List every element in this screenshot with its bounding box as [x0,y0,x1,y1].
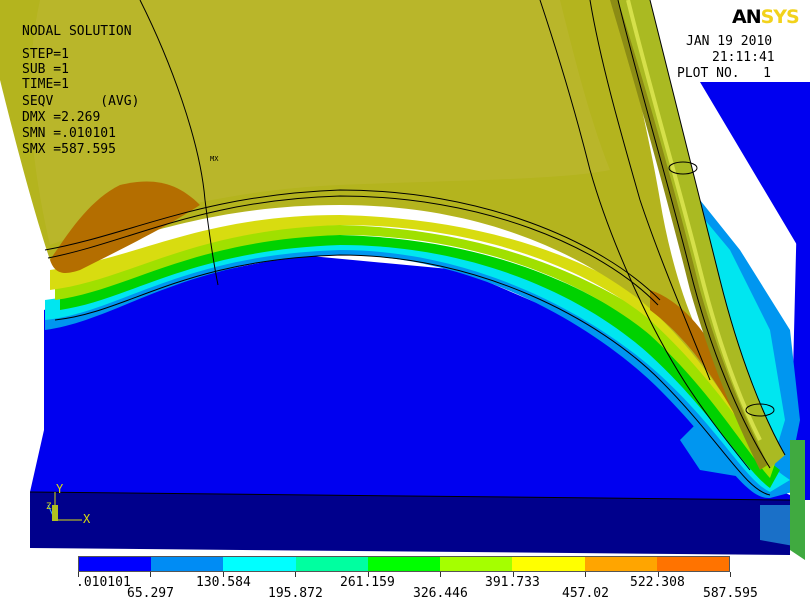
legend-label: 130.584 [196,575,251,590]
info-line-step: STEP=1 [22,47,69,62]
blade-surface-light [30,0,610,245]
legend-label: 391.733 [485,575,540,590]
info-line-smx: SMX =587.595 [22,142,116,157]
legend-tick [440,572,441,577]
info-line-seqv: SEQV (AVG) [22,94,140,109]
contour-yellow-green [55,225,778,478]
right-wall [790,440,805,560]
solution-title: NODAL SOLUTION [22,24,132,39]
legend-swatch [440,557,513,571]
legend-swatch [512,557,585,571]
base-plate-side [30,492,790,555]
info-line-smn: SMN =.010101 [22,126,116,141]
info-line-sub: SUB =1 [22,62,69,77]
triad-y-label: Y [56,482,64,496]
legend-label: .010101 [76,575,131,590]
legend-label: 65.297 [127,586,174,601]
triad-z-label: Z [46,502,52,512]
legend-swatch [223,557,296,571]
base-plate-top-main [30,82,810,500]
legend-swatch [656,557,729,571]
legend-tick [150,572,151,577]
legend-label: 261.159 [340,575,395,590]
legend-swatch [295,557,368,571]
info-line-dmx: DMX =2.269 [22,110,101,125]
legend-swatch [367,557,441,571]
triad-x-label: X [83,512,91,526]
contour-light-blue [45,245,800,499]
max-marker: MX [210,155,219,163]
legend-tick [223,572,224,577]
ansys-logo: ANSYS [732,6,800,28]
coordinate-triad [47,492,82,521]
legend-tick [513,572,514,577]
legend-tick [368,572,369,577]
legend-swatch [584,557,657,571]
legend-label: 522.308 [630,575,685,590]
contour-legend-bar [78,556,730,572]
legend-label: 195.872 [268,586,323,601]
plot-date: JAN 19 2010 [686,34,773,49]
legend-tick [78,572,79,577]
legend-swatch [79,557,152,571]
contour-yellow [50,215,775,465]
legend-swatch [151,557,224,571]
info-line-time: TIME=1 [22,77,69,92]
plot-number: PLOT NO. 1 [677,66,771,81]
contour-right-cyan [705,220,785,470]
legend-tick [658,572,659,577]
legend-tick [585,572,586,577]
contour-orange-left [50,181,200,273]
legend-label: 457.02 [562,586,609,601]
legend-tick [295,572,296,577]
plot-time: 21:11:41 [712,50,775,65]
legend-tick [730,572,731,577]
legend-label: 326.446 [413,586,468,601]
legend-label: 587.595 [703,586,758,601]
